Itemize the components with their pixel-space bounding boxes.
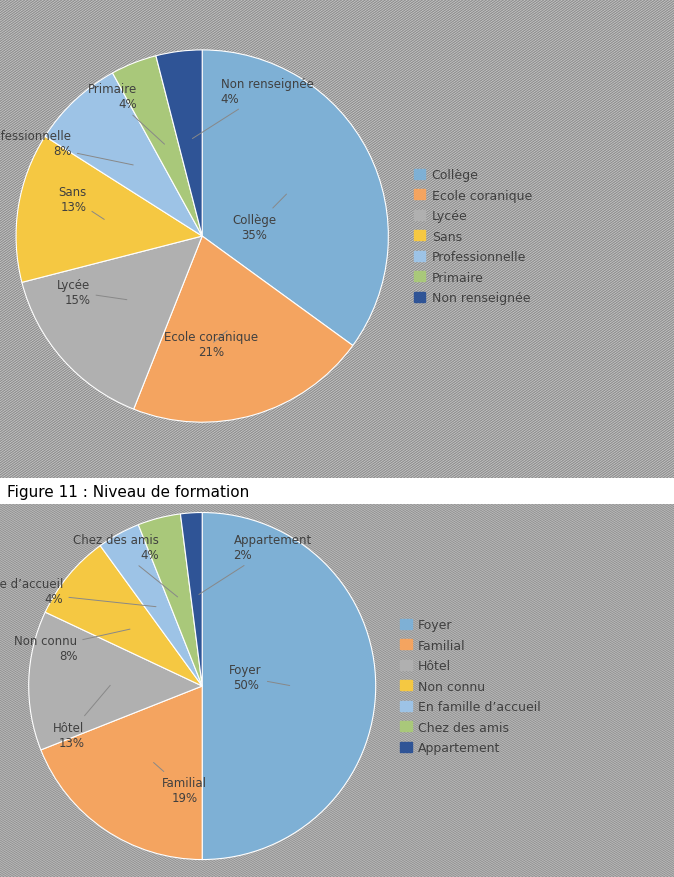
Text: Professionnelle
8%: Professionnelle 8% [0,130,133,166]
Text: Hôtel
13%: Hôtel 13% [53,686,111,749]
Text: Familial
19%: Familial 19% [154,763,208,804]
Text: Collège
35%: Collège 35% [233,195,286,241]
Wedge shape [202,51,388,346]
Text: Figure 11 : Niveau de formation: Figure 11 : Niveau de formation [7,484,249,499]
Wedge shape [202,513,375,859]
Legend: Foyer, Familial, Hôtel, Non connu, En famille d’accueil, Chez des amis, Appartem: Foyer, Familial, Hôtel, Non connu, En fa… [398,616,543,757]
Text: Ecole coranique
21%: Ecole coranique 21% [164,331,259,359]
Text: Primaire
4%: Primaire 4% [88,83,164,145]
Wedge shape [138,514,202,686]
Text: Foyer
50%: Foyer 50% [229,664,290,692]
Wedge shape [181,513,202,686]
Text: Non renseignée
4%: Non renseignée 4% [192,78,313,139]
Wedge shape [16,137,202,283]
Text: Chez des amis
4%: Chez des amis 4% [73,533,178,597]
Wedge shape [45,546,202,686]
Text: Non connu
8%: Non connu 8% [14,630,130,662]
Wedge shape [113,57,202,237]
Wedge shape [100,525,202,686]
Text: Lycée
15%: Lycée 15% [57,279,127,307]
Text: Sans
13%: Sans 13% [59,186,104,220]
Text: Appartement
2%: Appartement 2% [199,533,311,595]
Legend: Collège, Ecole coranique, Lycée, Sans, Professionnelle, Primaire, Non renseignée: Collège, Ecole coranique, Lycée, Sans, P… [412,167,534,307]
Wedge shape [156,51,202,237]
Wedge shape [41,686,202,859]
Wedge shape [133,237,353,423]
Wedge shape [22,237,202,410]
Text: En famille d’accueil
4%: En famille d’accueil 4% [0,577,156,607]
Wedge shape [29,612,202,750]
Wedge shape [45,74,202,237]
